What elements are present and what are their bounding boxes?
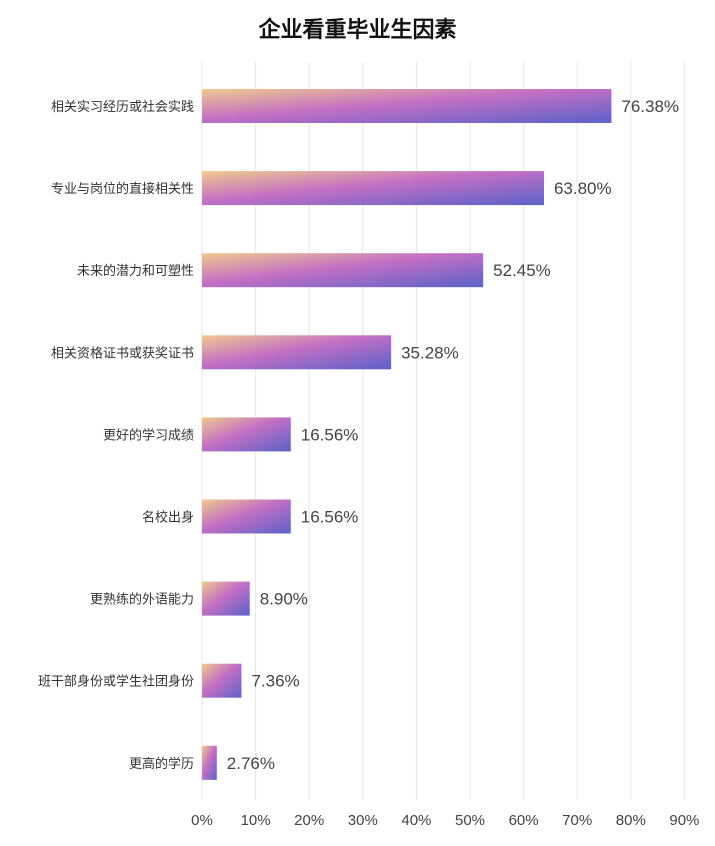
- bar: [202, 335, 392, 370]
- bars: [202, 89, 612, 780]
- category-label: 名校出身: [142, 510, 194, 526]
- category-label: 相关实习经历或社会实践: [51, 99, 194, 115]
- value-label: 16.56%: [301, 425, 359, 444]
- category-label: 未来的潜力和可塑性: [77, 263, 194, 279]
- value-label: 76.38%: [621, 97, 679, 116]
- bar: [202, 499, 291, 534]
- value-label: 7.36%: [251, 672, 299, 691]
- x-tick-label: 0%: [191, 812, 213, 829]
- value-label: 63.80%: [554, 179, 612, 198]
- x-tick-label: 10%: [241, 812, 271, 829]
- value-label: 16.56%: [301, 508, 359, 527]
- value-label: 35.28%: [401, 343, 459, 362]
- bar: [202, 253, 484, 288]
- bar: [202, 171, 544, 206]
- chart-title: 企业看重毕业生因素: [258, 18, 457, 43]
- category-label: 更高的学历: [129, 756, 194, 772]
- x-tick-label: 70%: [562, 812, 592, 829]
- category-label: 班干部身份或学生社团身份: [38, 674, 194, 690]
- x-tick-label: 50%: [455, 812, 485, 829]
- bar: [202, 89, 612, 123]
- bar: [202, 417, 291, 452]
- x-tick-label: 60%: [509, 812, 539, 829]
- x-tick-label: 80%: [616, 812, 646, 829]
- x-tick-label: 30%: [348, 812, 378, 829]
- category-label: 更熟练的外语能力: [90, 592, 194, 608]
- category-label: 更好的学习成绩: [103, 427, 194, 443]
- category-label: 相关资格证书或获奖证书: [51, 345, 194, 361]
- labels: 0% 10% 20% 30% 40% 50% 60% 70% 80% 90% 相关实习经历或社会实践…: [38, 97, 699, 829]
- bar: [202, 663, 242, 698]
- value-label: 2.76%: [227, 754, 275, 773]
- x-tick-label: 20%: [294, 812, 324, 829]
- bar: [202, 745, 217, 780]
- bar: [202, 581, 250, 616]
- x-tick-label: 90%: [669, 812, 699, 829]
- category-label: 专业与岗位的直接相关性: [51, 181, 194, 197]
- x-tick-label: 40%: [401, 812, 431, 829]
- value-label: 52.45%: [493, 261, 551, 280]
- value-label: 8.90%: [260, 590, 308, 609]
